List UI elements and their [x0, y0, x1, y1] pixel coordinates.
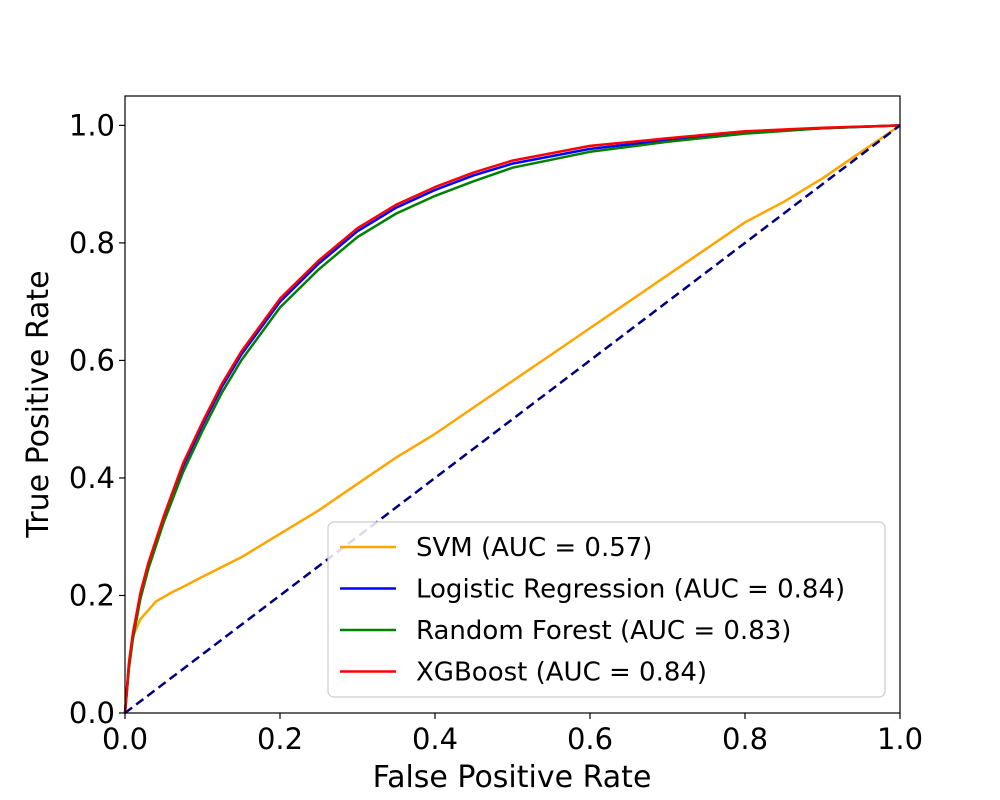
legend-label-1: Logistic Regression (AUC = 0.84): [416, 575, 845, 605]
y-tick-label: 0.4: [69, 461, 115, 495]
x-ticks: 0.0 0.2 0.4 0.6 0.8 1.0: [102, 713, 923, 756]
x-tick-label: 0.6: [567, 722, 613, 756]
legend-label-3: XGBoost (AUC = 0.84): [416, 658, 707, 688]
y-tick-label: 0.2: [69, 578, 115, 612]
x-tick-label: 0.8: [722, 722, 768, 756]
y-tick-label: 0.6: [69, 343, 115, 377]
x-tick-label: 1.0: [877, 722, 923, 756]
x-tick-label: 0.0: [102, 722, 148, 756]
y-axis-label: True Positive Rate: [21, 270, 56, 538]
legend-label-0: SVM (AUC = 0.57): [416, 533, 652, 563]
series-line-3: [123, 124, 901, 714]
x-tick-label: 0.2: [257, 722, 303, 756]
x-axis-label: False Positive Rate: [373, 760, 652, 795]
legend-items: SVM (AUC = 0.57) Logistic Regression (AUC…: [340, 533, 845, 688]
x-tick-label: 0.4: [412, 722, 458, 756]
legend-box: [327, 521, 886, 698]
y-tick-label: 1.0: [69, 108, 115, 142]
reference-diagonal-line: [124, 124, 901, 714]
series-line-0: [123, 124, 901, 714]
plot-frame: [124, 95, 901, 714]
series-line-2: [123, 124, 901, 714]
series-layer: [123, 124, 901, 714]
y-tick-label: 0.8: [69, 226, 115, 260]
y-tick-label: 0.0: [69, 696, 115, 730]
legend: SVM (AUC = 0.57) Logistic Regression (AUC…: [327, 521, 886, 698]
y-ticks: 0.0 0.2 0.4 0.6 0.8 1.0: [69, 108, 125, 730]
legend-label-2: Random Forest (AUC = 0.83): [416, 616, 791, 646]
